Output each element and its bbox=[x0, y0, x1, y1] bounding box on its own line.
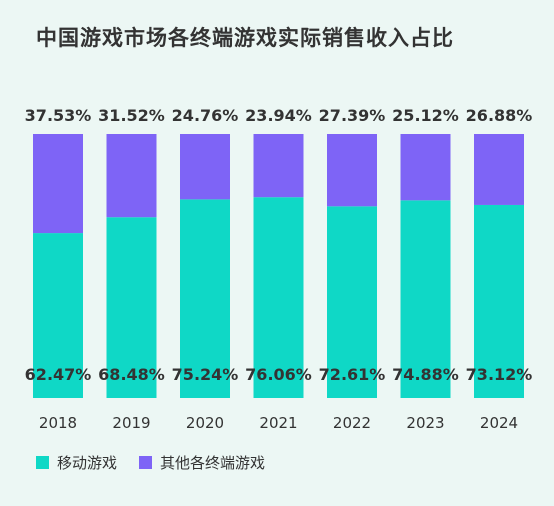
legend-swatch-mobile bbox=[36, 456, 49, 469]
data-label-other-2022: 27.39% bbox=[319, 106, 386, 125]
labels-layer: 37.53% 62.47% 2018 31.52% 68.48% 2019 24.76% 75… bbox=[25, 106, 533, 432]
chart-title: 中国游戏市场各终端游戏实际销售收入占比 bbox=[36, 26, 454, 50]
data-label-other-2023: 25.12% bbox=[392, 106, 459, 125]
bar-segment-mobile-2019 bbox=[106, 217, 157, 398]
bar-segment-mobile-2020 bbox=[180, 199, 230, 398]
bar-segment-other-2019 bbox=[106, 134, 157, 218]
x-tick-label-2018: 2018 bbox=[39, 414, 77, 432]
x-tick-label-2019: 2019 bbox=[112, 414, 150, 432]
bar-segment-other-2023 bbox=[400, 134, 451, 201]
data-label-other-2021: 23.94% bbox=[245, 106, 312, 125]
x-tick-label-2020: 2020 bbox=[186, 414, 224, 432]
x-tick-label-2021: 2021 bbox=[259, 414, 297, 432]
data-label-mobile-2023: 74.88% bbox=[392, 365, 459, 384]
bar-segment-other-2020 bbox=[180, 134, 230, 200]
data-label-mobile-2018: 62.47% bbox=[25, 365, 92, 384]
data-label-mobile-2022: 72.61% bbox=[319, 365, 386, 384]
bar-segment-other-2022 bbox=[327, 134, 377, 207]
legend-label-mobile: 移动游戏 bbox=[57, 454, 118, 472]
data-label-other-2019: 31.52% bbox=[98, 106, 165, 125]
bar-segment-mobile-2021 bbox=[253, 197, 304, 398]
x-tick-label-2024: 2024 bbox=[480, 414, 518, 432]
data-label-other-2024: 26.88% bbox=[466, 106, 533, 125]
bar-segment-mobile-2022 bbox=[327, 206, 377, 398]
bar-segment-mobile-2018 bbox=[33, 233, 83, 398]
legend-swatch-other bbox=[139, 456, 153, 469]
legend: 移动游戏 其他各终端游戏 bbox=[36, 452, 287, 473]
data-label-other-2020: 24.76% bbox=[172, 106, 239, 125]
bar-segment-other-2018 bbox=[33, 134, 83, 234]
legend-label-other: 其他各终端游戏 bbox=[160, 454, 266, 472]
data-label-mobile-2021: 76.06% bbox=[245, 365, 312, 384]
data-label-mobile-2020: 75.24% bbox=[172, 365, 239, 384]
x-tick-label-2023: 2023 bbox=[406, 414, 444, 432]
data-label-mobile-2019: 68.48% bbox=[98, 365, 165, 384]
bar-segment-mobile-2024 bbox=[474, 204, 524, 398]
data-label-other-2018: 37.53% bbox=[25, 106, 92, 125]
bar-segment-mobile-2023 bbox=[400, 200, 451, 398]
legend-item-other: 其他各终端游戏 bbox=[139, 452, 265, 473]
x-tick-label-2022: 2022 bbox=[333, 414, 371, 432]
data-label-mobile-2024: 73.12% bbox=[466, 365, 533, 384]
bar-segment-other-2021 bbox=[253, 134, 304, 198]
bars-layer bbox=[33, 134, 524, 398]
legend-item-mobile: 移动游戏 bbox=[36, 452, 117, 473]
bar-segment-other-2024 bbox=[474, 134, 524, 205]
